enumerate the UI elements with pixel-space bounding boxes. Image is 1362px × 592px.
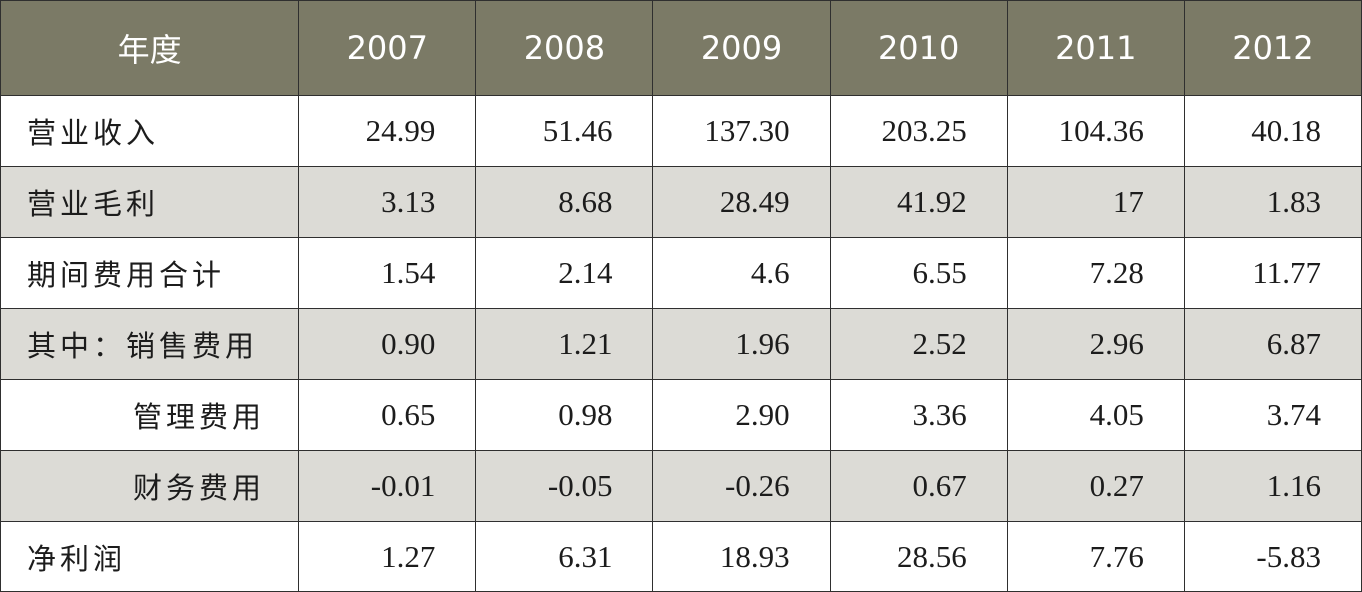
table-row: 期间费用合计 1.54 2.14 4.6 6.55 7.28 11.77 bbox=[0, 237, 1362, 309]
value-cell: 18.93 bbox=[652, 521, 831, 592]
value-cell: 137.30 bbox=[652, 95, 831, 167]
header-cell-year: 2008 bbox=[475, 0, 654, 96]
value-cell: 0.67 bbox=[829, 450, 1008, 522]
value-cell: 4.6 bbox=[652, 237, 831, 309]
value-cell: 51.46 bbox=[475, 95, 654, 167]
value-cell: 4.05 bbox=[1006, 379, 1185, 451]
header-cell-year: 2009 bbox=[652, 0, 831, 96]
header-cell-year: 2011 bbox=[1006, 0, 1185, 96]
value-cell: -0.26 bbox=[652, 450, 831, 522]
header-cell-year: 2010 bbox=[829, 0, 1008, 96]
value-cell: 3.13 bbox=[298, 166, 477, 238]
value-cell: 8.68 bbox=[475, 166, 654, 238]
table-row: 营业毛利 3.13 8.68 28.49 41.92 17 1.83 bbox=[0, 166, 1362, 238]
value-cell: 40.18 bbox=[1183, 95, 1362, 167]
table-row: 管理费用 0.65 0.98 2.90 3.36 4.05 3.74 bbox=[0, 379, 1362, 451]
table-row: 营业收入 24.99 51.46 137.30 203.25 104.36 40.18 bbox=[0, 95, 1362, 167]
row-label: 净利润 bbox=[0, 521, 300, 592]
value-cell: 17 bbox=[1006, 166, 1185, 238]
value-cell: -5.83 bbox=[1183, 521, 1362, 592]
value-cell: 2.52 bbox=[829, 308, 1008, 380]
value-cell: 1.21 bbox=[475, 308, 654, 380]
value-cell: 0.90 bbox=[298, 308, 477, 380]
row-label: 其中：销售费用 bbox=[0, 308, 300, 380]
value-cell: -0.01 bbox=[298, 450, 477, 522]
value-cell: 24.99 bbox=[298, 95, 477, 167]
value-cell: -0.05 bbox=[475, 450, 654, 522]
table-body: 营业收入 24.99 51.46 137.30 203.25 104.36 40.18 营业毛… bbox=[0, 95, 1362, 592]
value-cell: 0.98 bbox=[475, 379, 654, 451]
value-cell: 203.25 bbox=[829, 95, 1008, 167]
value-cell: 1.27 bbox=[298, 521, 477, 592]
value-cell: 6.31 bbox=[475, 521, 654, 592]
value-cell: 1.83 bbox=[1183, 166, 1362, 238]
value-cell: 6.87 bbox=[1183, 308, 1362, 380]
row-label: 营业毛利 bbox=[0, 166, 300, 238]
row-label: 财务费用 bbox=[0, 450, 300, 522]
value-cell: 0.65 bbox=[298, 379, 477, 451]
value-cell: 2.14 bbox=[475, 237, 654, 309]
value-cell: 1.96 bbox=[652, 308, 831, 380]
value-cell: 28.49 bbox=[652, 166, 831, 238]
row-label: 期间费用合计 bbox=[0, 237, 300, 309]
value-cell: 3.74 bbox=[1183, 379, 1362, 451]
row-label: 管理费用 bbox=[0, 379, 300, 451]
header-cell-year: 2012 bbox=[1183, 0, 1362, 96]
table-row: 财务费用 -0.01 -0.05 -0.26 0.67 0.27 1.16 bbox=[0, 450, 1362, 522]
value-cell: 3.36 bbox=[829, 379, 1008, 451]
header-cell-year-label: 年度 bbox=[0, 0, 300, 96]
value-cell: 0.27 bbox=[1006, 450, 1185, 522]
value-cell: 7.28 bbox=[1006, 237, 1185, 309]
table-header: 年度 2007 2008 2009 2010 2011 2012 bbox=[0, 0, 1362, 96]
value-cell: 7.76 bbox=[1006, 521, 1185, 592]
table-row: 其中：销售费用 0.90 1.21 1.96 2.52 2.96 6.87 bbox=[0, 308, 1362, 380]
value-cell: 1.54 bbox=[298, 237, 477, 309]
value-cell: 104.36 bbox=[1006, 95, 1185, 167]
value-cell: 2.90 bbox=[652, 379, 831, 451]
table-row: 净利润 1.27 6.31 18.93 28.56 7.76 -5.83 bbox=[0, 521, 1362, 592]
value-cell: 1.16 bbox=[1183, 450, 1362, 522]
header-row: 年度 2007 2008 2009 2010 2011 2012 bbox=[0, 0, 1362, 96]
value-cell: 2.96 bbox=[1006, 308, 1185, 380]
value-cell: 6.55 bbox=[829, 237, 1008, 309]
value-cell: 41.92 bbox=[829, 166, 1008, 238]
header-cell-year: 2007 bbox=[298, 0, 477, 96]
value-cell: 28.56 bbox=[829, 521, 1008, 592]
row-label: 营业收入 bbox=[0, 95, 300, 167]
value-cell: 11.77 bbox=[1183, 237, 1362, 309]
